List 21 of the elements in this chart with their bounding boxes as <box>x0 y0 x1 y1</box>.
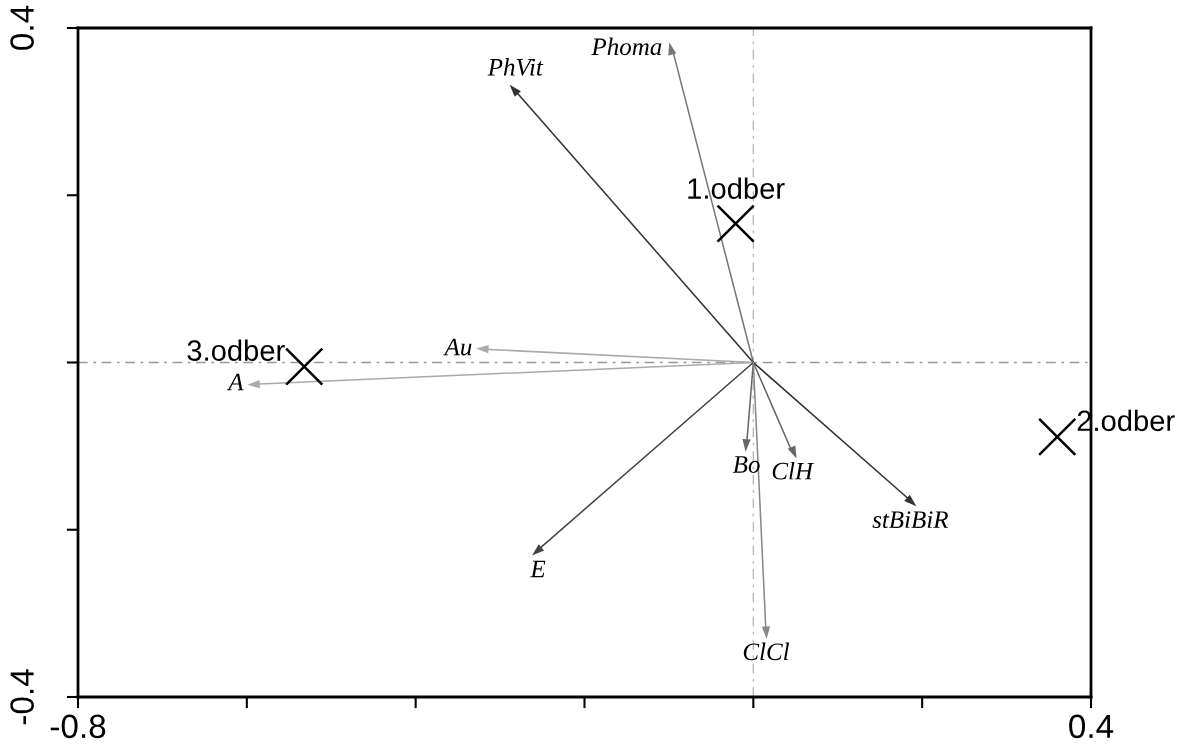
point <box>509 84 521 97</box>
point <box>716 204 755 243</box>
annotation: ClH <box>772 461 815 480</box>
annotation: PhVit <box>487 58 544 76</box>
point <box>761 626 771 639</box>
point <box>284 347 324 386</box>
annotation: stBiBiR <box>872 511 949 529</box>
x-tick-label: -0.8 <box>50 714 106 739</box>
point <box>532 544 545 556</box>
point <box>904 494 917 507</box>
annotation: ClCl <box>743 642 790 661</box>
point <box>1037 417 1077 457</box>
annotation: Phoma <box>591 37 662 56</box>
point <box>787 445 797 459</box>
annotation: Bo <box>732 456 760 473</box>
annotation: 1.odber <box>688 177 785 199</box>
annotation: 3.odber <box>187 339 285 361</box>
annotation: A <box>226 373 244 391</box>
y-tick-label: -0.4 <box>10 669 34 725</box>
annotation: E <box>530 560 546 578</box>
annotation: Au <box>443 338 472 356</box>
